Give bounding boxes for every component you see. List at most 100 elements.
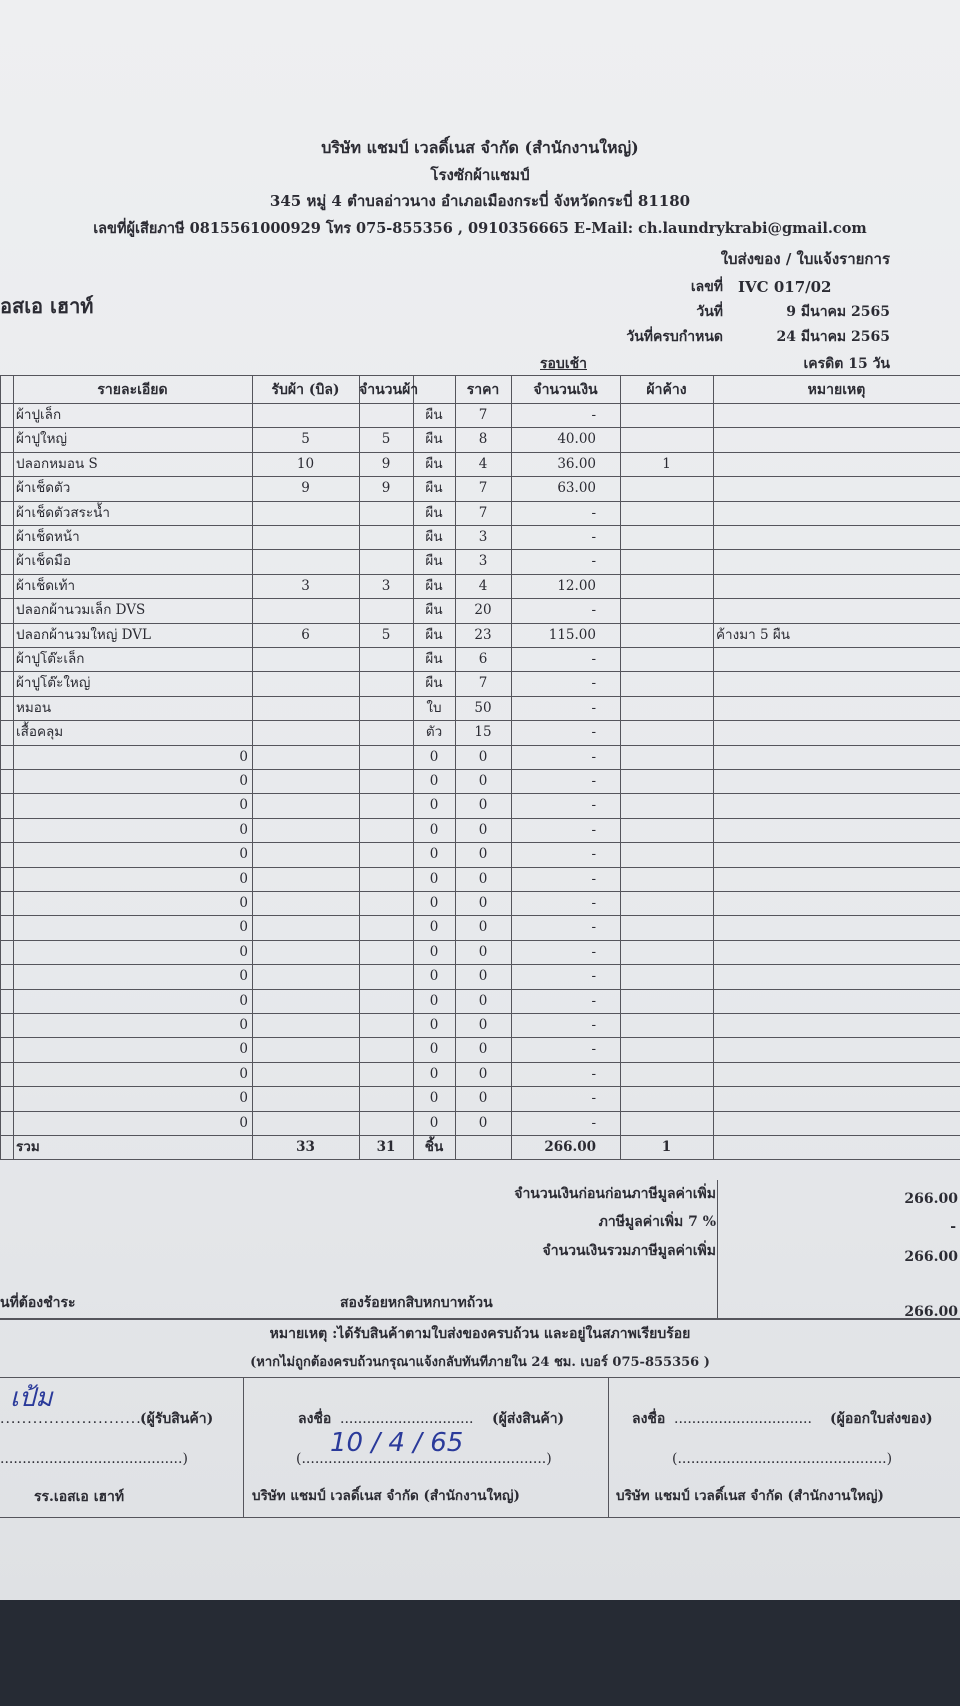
- column-header: จำนวนผ้า: [359, 382, 419, 398]
- table-cell: 12.00: [557, 577, 596, 594]
- table-cell: -: [591, 773, 596, 789]
- table-cell: 7: [478, 504, 488, 521]
- table-cell: 0: [239, 846, 248, 863]
- table-cell: 9: [381, 480, 391, 497]
- table-cell: -: [591, 699, 596, 716]
- invoice-date: 9 มีนาคม 2565: [786, 304, 890, 320]
- row-line: [0, 500, 960, 502]
- table-cell: 0: [239, 1065, 248, 1082]
- table-cell: 0: [239, 870, 248, 887]
- table-cell: -: [591, 553, 596, 570]
- table-cell: -: [591, 870, 596, 887]
- table-cell: ผ้าปูโต๊ะเล็ก: [16, 651, 85, 667]
- table-cell: 0: [239, 773, 248, 789]
- column-line: [13, 375, 14, 1160]
- note-line-2: (หากไม่ถูกต้องครบถ้วนกรุณาแจ้งกลับทันทีภ…: [250, 1355, 710, 1370]
- table-cell: 6: [478, 651, 488, 667]
- table-cell: ผ้าเช็ดตัว: [16, 480, 71, 497]
- table-cell: 7: [478, 675, 488, 692]
- table-cell: ผืน: [425, 455, 443, 472]
- sender-date: 10 / 4 / 65: [330, 1428, 464, 1458]
- table-cell: ผืน: [425, 431, 443, 448]
- table-cell: 0: [429, 1041, 439, 1058]
- table-cell: 0: [239, 1017, 248, 1033]
- credit: เครดิต 15 วัน: [803, 356, 890, 372]
- table-cell: 0: [239, 748, 248, 765]
- table-cell: 0: [239, 1114, 248, 1131]
- payable-words: สองร้อยหกสิบหกบาทถ้วน: [340, 1295, 493, 1311]
- row-line: [0, 476, 960, 478]
- receiver-name: รร.เอสเอ เฮาท์: [34, 1489, 125, 1505]
- row-line: [0, 451, 960, 453]
- table-cell: -: [591, 602, 596, 619]
- table-cell: 3: [301, 577, 310, 594]
- table-cell: -: [591, 1114, 596, 1131]
- row-line: [0, 525, 960, 526]
- table-cell: 5: [381, 626, 391, 643]
- rule: [0, 1318, 960, 1320]
- row-line: [0, 720, 960, 722]
- grand-label: จำนวนเงินรวมภาษีมูลค่าเพิ่ม: [542, 1243, 716, 1259]
- table-cell: 7: [478, 407, 488, 423]
- invoice-number: IVC 017/02: [738, 278, 832, 296]
- table-cell: 0: [478, 1041, 488, 1058]
- table-cell: 0: [478, 968, 488, 985]
- table-cell: ผ้าปูใหญ่: [16, 431, 68, 448]
- table-cell: 0: [478, 919, 488, 936]
- table-cell: ผืน: [425, 626, 443, 643]
- table-cell: 36.00: [557, 455, 596, 472]
- issuer-role: (ผู้ออกใบส่งของ): [830, 1411, 933, 1427]
- table-cell: -: [591, 1017, 596, 1033]
- table-cell: ผืน: [425, 602, 443, 619]
- column-header: จำนวนเงิน: [533, 382, 598, 398]
- table-cell: -: [591, 1090, 596, 1107]
- row-line: [0, 671, 960, 673]
- table-cell: 0: [478, 748, 488, 765]
- table-cell: 0: [478, 1090, 488, 1107]
- table-cell: 4: [478, 455, 488, 472]
- column-line: [359, 375, 360, 1160]
- table-cell: ใบ: [426, 699, 442, 716]
- table-cell: 0: [429, 773, 439, 789]
- payable-label: นที่ต้องชำระ: [0, 1295, 76, 1311]
- table-cell: ผ้าเช็ดตัวสระน้ำ: [16, 504, 110, 521]
- table-cell: 0: [429, 895, 439, 911]
- row-line: [0, 842, 960, 844]
- column-line: [511, 375, 512, 1160]
- table-cell: ปลอกผ้านวมใหญ่ DVL: [16, 626, 151, 643]
- row-line: [0, 427, 960, 429]
- rule: [608, 1377, 609, 1517]
- table-cell: 0: [429, 797, 439, 814]
- total-cell: ชิ้น: [424, 1139, 444, 1155]
- row-line: [0, 915, 960, 917]
- table-cell: 1: [662, 455, 671, 472]
- column-header: หมายเหตุ: [807, 382, 866, 398]
- table-cell: ค้างมา 5 ผืน: [716, 626, 790, 643]
- table-cell: 0: [239, 895, 248, 911]
- total-cell: 31: [376, 1139, 396, 1155]
- table-cell: 0: [429, 1017, 439, 1033]
- table-cell: 7: [478, 480, 488, 497]
- total-cell: 1: [661, 1139, 672, 1155]
- row-line: [0, 573, 960, 575]
- table-cell: 0: [239, 919, 248, 936]
- table-cell: -: [591, 504, 596, 521]
- table-cell: 6: [301, 626, 310, 643]
- table-cell: 0: [429, 919, 439, 936]
- total-cell: รวม: [16, 1139, 40, 1155]
- table-cell: 0: [239, 821, 248, 838]
- table-cell: 0: [478, 870, 488, 887]
- table-cell: 63.00: [557, 480, 596, 497]
- table-cell: 0: [239, 943, 248, 960]
- dots: (.......................................…: [672, 1451, 893, 1467]
- row-line: [0, 1135, 960, 1136]
- row-line: [0, 817, 960, 819]
- table-cell: 23: [474, 626, 492, 643]
- payable: 266.00: [904, 1304, 958, 1320]
- address: 345 หมู่ 4 ตำบลอ่าวนาง อำเภอเมืองกระบี่ …: [269, 192, 691, 210]
- table-cell: 0: [239, 968, 248, 985]
- table-cell: 3: [478, 553, 488, 570]
- branch-name: โรงซักผ้าแชมป์: [430, 166, 530, 184]
- table-cell: 0: [429, 943, 439, 960]
- table-cell: 3: [381, 577, 391, 594]
